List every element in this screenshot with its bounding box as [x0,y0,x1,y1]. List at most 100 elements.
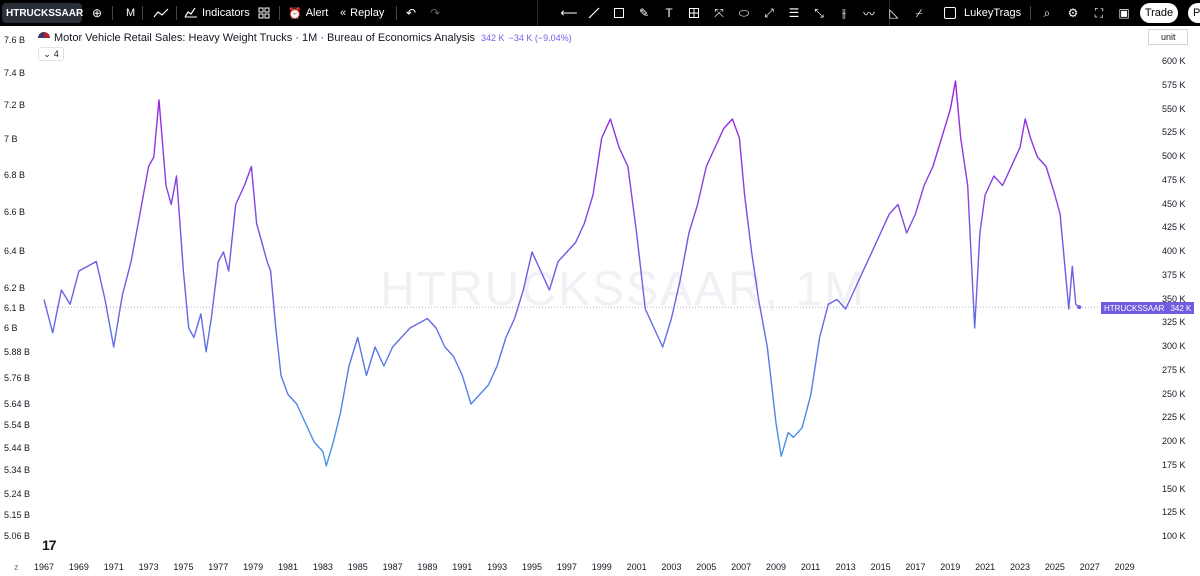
legend-collapse-button[interactable]: ⌄ 4 [38,47,64,61]
settings-icon[interactable]: ⚙ [1067,6,1079,20]
publish-button[interactable]: Pu [1188,3,1200,23]
time-axis-tick: 1983 [312,562,333,572]
time-axis-tick: 2029 [1114,562,1135,572]
right-axis-tick: 600 K [1162,56,1186,66]
time-axis-tick: 1985 [347,562,368,572]
layout-checkbox-icon [944,7,956,19]
alert-label: Alert [305,7,329,19]
interval-button[interactable]: M [126,0,135,26]
left-axis-tick: 5.88 B [4,347,31,357]
time-axis-tick: 2005 [696,562,717,572]
ellipse-icon[interactable]: ⬭ [738,5,750,20]
layouts-icon[interactable] [253,0,275,26]
fullscreen-icon[interactable]: ⛶ [1094,5,1104,20]
toolbar-divider [176,6,177,20]
us-flag-icon [38,32,50,44]
zoom-icon[interactable]: ⌕ [1043,5,1051,20]
left-axis-tick: 6.6 B [4,207,26,217]
left-axis-tick: 5.15 B [4,510,31,520]
eraser-icon[interactable]: ⌿ [915,5,923,20]
projection-icon[interactable]: ⤡ [814,5,824,20]
trade-label: Trade [1144,7,1174,19]
time-axis-tick: 2019 [940,562,961,572]
left-axis-tick: 7.6 B [4,35,26,45]
trade-button[interactable]: Trade [1140,3,1178,23]
indicators-button[interactable]: Indicators [184,0,250,26]
top-toolbar: HTRUCKSSAAR ⊕ M Indicators ⏰ Alert « Rep… [0,0,1200,26]
time-axis-tick: 1993 [487,562,508,572]
toolbar-divider [1030,6,1031,20]
bar-style-icon[interactable] [150,0,172,26]
unit-label[interactable]: unit [1148,29,1188,45]
path-icon[interactable]: ⤢ [764,5,774,20]
right-axis-tick: 325 K [1162,317,1186,328]
trend-line-icon[interactable] [583,0,605,26]
undo-icon[interactable]: ↶ [405,6,417,20]
left-axis-tick: 5.64 B [4,399,31,409]
toolbar-divider [396,6,397,20]
time-axis-tick: 2023 [1010,562,1031,572]
alert-button[interactable]: ⏰ Alert [288,0,328,26]
right-axis-tick: 375 K [1162,269,1186,280]
tradingview-logo: 17 [42,537,57,553]
rectangle-icon[interactable] [608,0,630,26]
add-symbol-icon[interactable]: ⊕ [91,6,103,20]
time-axis-tick: 2007 [731,562,752,572]
left-axis-tick: 6 B [4,323,18,333]
right-axis-tick: 250 K [1162,388,1186,399]
time-axis-tick: 2017 [905,562,926,572]
drawing-tools-bar [537,0,890,26]
right-axis-tick: 475 K [1162,174,1186,185]
toolbar-divider [142,6,143,20]
text-icon[interactable]: T [665,6,673,20]
right-axis-tick: 100 K [1162,531,1186,541]
shapes-icon[interactable]: ◺ [889,6,899,20]
time-axis-tick: 1981 [278,562,299,572]
long-short-icon[interactable]: ⫲ [842,5,846,20]
time-axis-tick: 2009 [766,562,787,572]
indicators-icon [184,6,198,21]
right-axis-tick: 125 K [1162,507,1186,518]
symbol-search-button[interactable]: HTRUCKSSAAR [2,3,83,23]
right-axis-tick: 450 K [1162,198,1186,209]
left-axis-tick: 5.44 B [4,443,31,453]
legend-value: 342 K [481,33,505,43]
left-axis-tick: 7.2 B [4,100,26,110]
brush-icon[interactable]: ✎ [638,6,650,20]
left-axis-tick: 7.4 B [4,68,26,78]
right-axis-tick: 500 K [1162,151,1186,161]
time-axis-tick: 2015 [870,562,891,572]
time-axis-tick: 1967 [34,562,55,572]
price-tag-value: 342 K [1170,303,1192,313]
pattern-icon[interactable]: ☰ [788,6,800,20]
fib-icon[interactable] [683,0,705,26]
right-axis-tick: 150 K [1162,483,1186,494]
right-axis-tick: 400 K [1162,246,1186,256]
camera-icon[interactable]: ▣ [1118,6,1130,20]
series-legend[interactable]: Motor Vehicle Retail Sales: Heavy Weight… [38,30,572,46]
symbol-watermark: HTRUCKSSAAR, 1M [380,263,867,316]
layout-name-label: LukeyTrags [964,7,1022,19]
measure-icon[interactable]: ⤧ [714,5,724,20]
right-axis-tick: 225 K [1162,412,1186,423]
left-axis-tick: 5.34 B [4,465,31,475]
last-price-tag: HTRUCKSSAAR 342 K [1101,302,1195,314]
right-axis-tick: 425 K [1162,222,1186,233]
time-axis-tick: 1973 [138,562,159,572]
time-axis-tick: 1975 [173,562,194,572]
alert-icon: ⏰ [288,7,302,20]
time-axis-tick: 1969 [68,562,89,572]
layout-name-button[interactable]: LukeyTrags [944,0,1021,26]
zoom-label[interactable]: z [14,562,19,572]
time-axis-tick: 1991 [452,562,473,572]
forecast-icon[interactable]: 〰 [862,6,875,21]
redo-icon[interactable]: ↷ [429,6,441,20]
crosshair-icon[interactable]: ⟵ [560,6,578,20]
price-tag-symbol: HTRUCKSSAAR [1104,303,1165,313]
left-axis-tick: 5.76 B [4,373,31,383]
time-axis-tick: 2003 [661,562,682,572]
time-axis-tick: 1987 [382,562,403,572]
replay-button[interactable]: « Replay [340,0,384,26]
publish-label: Pu [1193,7,1200,19]
